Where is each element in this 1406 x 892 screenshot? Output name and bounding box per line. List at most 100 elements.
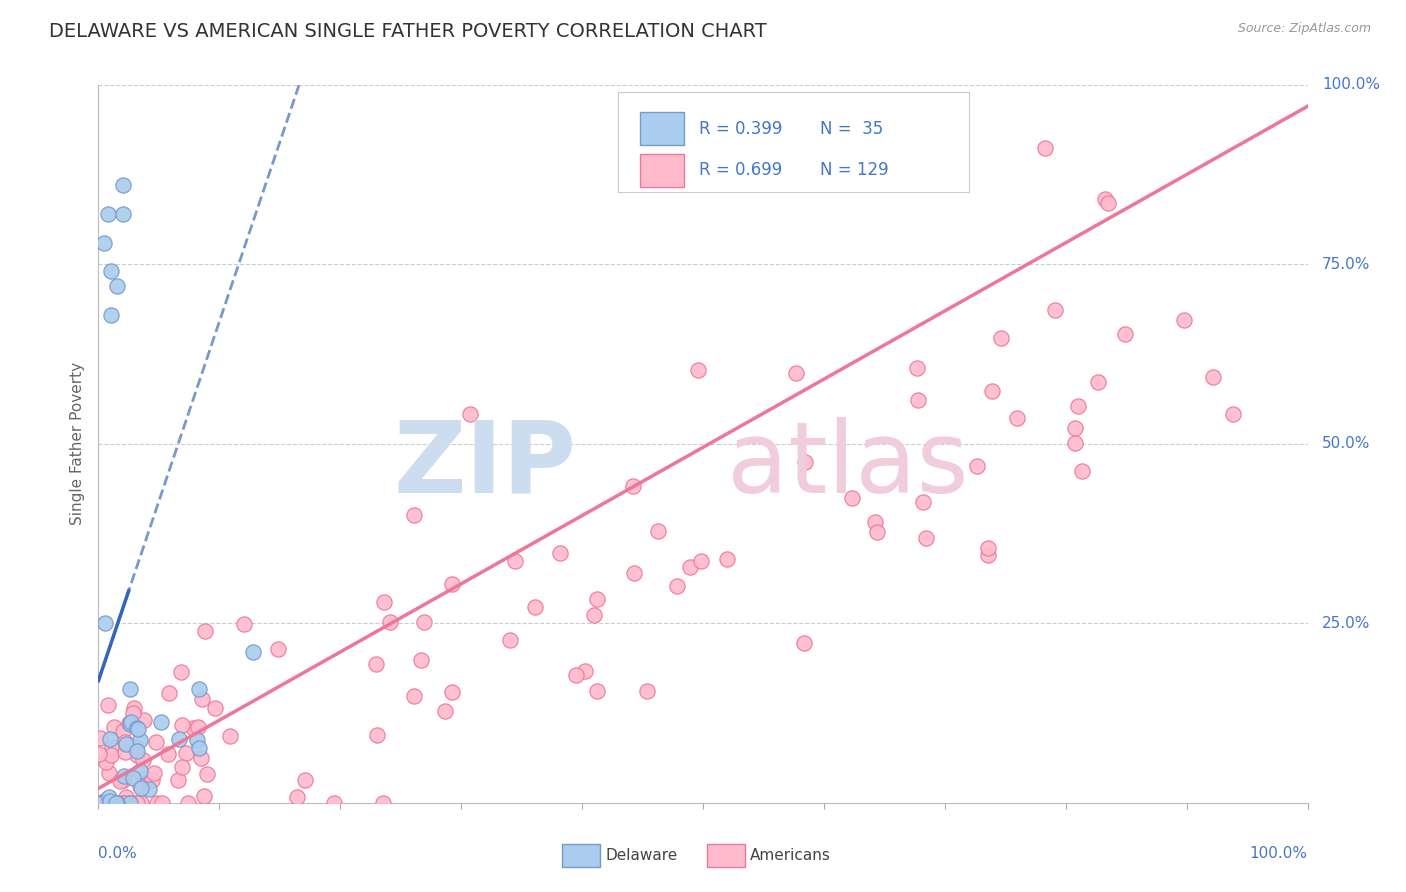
Point (93, 235, 115, 250)
Point (138, 782, 160, 797)
Point (125, 747, 148, 762)
Point (793, 636, 815, 650)
Y-axis label: Single Father Poverty: Single Father Poverty (70, 362, 86, 525)
Point (89, 731, 111, 745)
Point (371, 796, 394, 810)
Point (103, 796, 125, 810)
Point (623, 566, 645, 580)
Point (294, 773, 316, 788)
Point (679, 559, 702, 574)
Point (981, 384, 1004, 398)
Point (104, 740, 127, 755)
Point (122, 706, 145, 720)
Point (122, 701, 145, 715)
Point (141, 773, 163, 788)
Point (204, 701, 226, 715)
Text: 100.0%: 100.0% (1322, 78, 1381, 92)
Point (120, 717, 142, 731)
Text: DELAWARE VS AMERICAN SINGLE FATHER POVERTY CORRELATION CHART: DELAWARE VS AMERICAN SINGLE FATHER POVER… (49, 22, 766, 41)
Text: 100.0%: 100.0% (1250, 846, 1308, 861)
Point (97, 698, 120, 712)
Point (1066, 399, 1088, 413)
Point (636, 684, 658, 698)
Point (127, 723, 149, 737)
FancyBboxPatch shape (619, 92, 969, 193)
Point (132, 753, 155, 767)
Point (434, 704, 457, 718)
Point (195, 767, 218, 781)
Point (90, 796, 112, 810)
Point (156, 747, 179, 762)
Point (112, 796, 135, 810)
Point (174, 746, 197, 760)
Point (111, 178, 134, 193)
Point (112, 796, 135, 810)
Text: N = 129: N = 129 (820, 161, 889, 179)
Point (114, 737, 136, 751)
Point (193, 789, 215, 803)
Point (1114, 327, 1136, 342)
Point (132, 713, 155, 727)
Point (785, 366, 807, 380)
FancyBboxPatch shape (640, 153, 683, 186)
Point (915, 531, 938, 545)
Point (402, 508, 425, 522)
Point (142, 765, 165, 780)
Point (373, 595, 395, 609)
Point (112, 772, 135, 787)
Point (794, 454, 817, 468)
Point (111, 796, 134, 810)
Point (1097, 195, 1119, 210)
Point (187, 720, 209, 734)
Point (170, 665, 193, 679)
Point (112, 724, 135, 739)
Point (666, 579, 689, 593)
Point (498, 632, 520, 647)
Point (366, 657, 388, 671)
Point (412, 615, 434, 630)
Point (366, 728, 388, 742)
Point (98, 796, 121, 810)
Point (104, 796, 127, 810)
Point (114, 746, 136, 760)
Point (1043, 302, 1066, 317)
Point (976, 541, 998, 556)
Point (87, 796, 110, 810)
Point (89, 747, 111, 761)
Point (129, 781, 152, 796)
Point (127, 721, 149, 735)
Point (98, 766, 121, 780)
Point (118, 796, 141, 810)
Point (107, 796, 129, 810)
Point (582, 608, 605, 623)
Point (218, 729, 240, 743)
Point (115, 790, 138, 805)
Point (129, 733, 152, 747)
Text: Delaware: Delaware (605, 847, 678, 863)
Point (145, 735, 167, 749)
Point (100, 308, 122, 322)
Point (125, 744, 148, 758)
Point (190, 751, 212, 765)
Point (621, 479, 644, 493)
Point (233, 616, 256, 631)
Point (167, 772, 190, 787)
Point (1071, 464, 1094, 478)
Text: Americans: Americans (751, 847, 831, 863)
Point (411, 653, 433, 667)
Point (101, 740, 124, 755)
Point (402, 689, 425, 703)
Point (841, 491, 863, 505)
Text: R = 0.399: R = 0.399 (699, 120, 783, 137)
Point (100, 264, 122, 278)
Point (120, 715, 142, 730)
Point (647, 524, 669, 538)
Point (98, 794, 121, 808)
Point (907, 392, 929, 407)
Point (125, 740, 148, 755)
Point (114, 796, 136, 810)
Point (905, 361, 928, 376)
Point (118, 716, 141, 731)
Point (865, 515, 887, 529)
Point (97, 207, 120, 221)
